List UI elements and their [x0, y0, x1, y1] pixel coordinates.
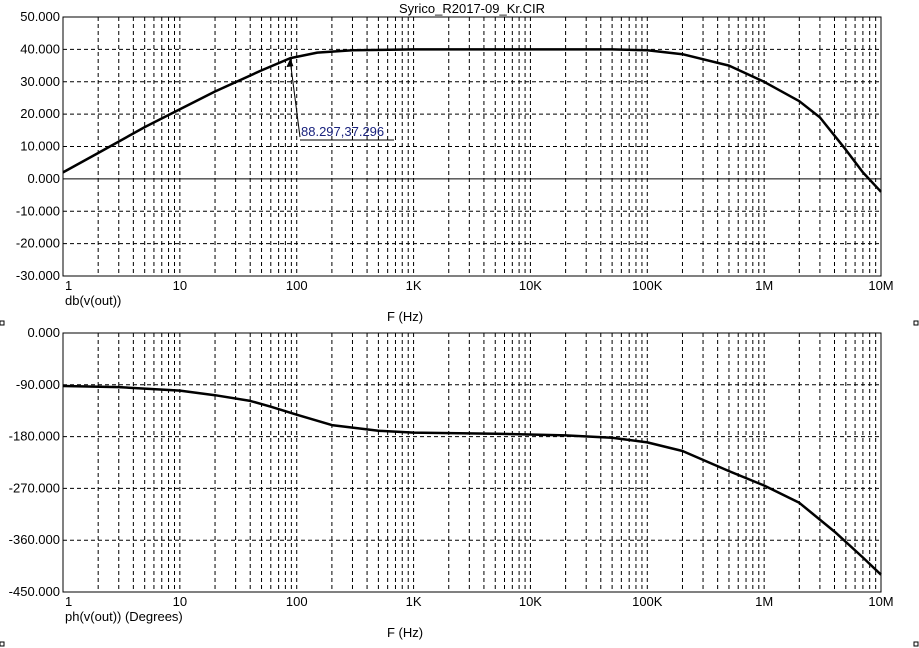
resize-handle [913, 320, 919, 326]
annotation-label: 88.297,37.296 [301, 124, 384, 139]
y-tick-label: -30.000 [16, 268, 60, 283]
x-tick-label: 100K [632, 594, 663, 609]
y-tick-label: 10.000 [20, 139, 60, 154]
resize-handle [0, 641, 5, 647]
y-tick-label: 20.000 [20, 106, 60, 121]
x-tick-label: 10 [173, 594, 187, 609]
x-tick-label: 10M [868, 594, 893, 609]
y-tick-label: -180.000 [9, 429, 60, 444]
y-axis-label: ph(v(out)) (Degrees) [65, 609, 183, 624]
y-tick-label: -270.000 [9, 480, 60, 495]
phase-panel: 0.000 -90.000 -180.000 -270.000 -360.000 -450… [9, 325, 894, 640]
y-tick-label: 0.000 [27, 171, 60, 186]
window-resize-handles [0, 320, 919, 647]
y-tick-label: 50.000 [20, 9, 60, 24]
y-tick-label: 40.000 [20, 41, 60, 56]
x-tick-label: 100 [286, 278, 308, 293]
y-tick-label: -20.000 [16, 236, 60, 251]
chart-title: Syrico_R2017-09_Kr.CIR [399, 1, 545, 16]
y-tick-label: -360.000 [9, 532, 60, 547]
plot-frame [62, 16, 882, 277]
x-tick-label: 1K [406, 278, 422, 293]
x-tick-label: 10M [868, 278, 893, 293]
x-tick-label: 1M [755, 594, 773, 609]
y-tick-label: 30.000 [20, 74, 60, 89]
x-tick-label: 1 [65, 278, 72, 293]
resize-handle [913, 641, 919, 647]
y-tick-label: 0.000 [27, 325, 60, 340]
x-tick-label: 10 [173, 278, 187, 293]
x-tick-label: 1 [65, 594, 72, 609]
magnitude-panel: 50.000 40.000 30.000 20.000 10.000 0.000 -10.0… [16, 9, 894, 324]
series-line [62, 48, 882, 193]
x-tick-label: 100K [632, 278, 663, 293]
x-tick-label: 100 [286, 594, 308, 609]
y-tick-label: -10.000 [16, 203, 60, 218]
y-tick-label: -450.000 [9, 584, 60, 599]
y-tick-label: -90.000 [16, 377, 60, 392]
annotation-arrowhead [286, 58, 294, 68]
x-tick-label: 10K [519, 278, 542, 293]
annotation-leader [289, 62, 301, 138]
x-axis-label: F (Hz) [387, 625, 423, 640]
plot-frame [62, 332, 882, 593]
x-tick-label: 1M [755, 278, 773, 293]
x-axis-label: F (Hz) [387, 309, 423, 324]
x-tick-label: 10K [519, 594, 542, 609]
series-line [62, 384, 882, 576]
resize-handle [0, 320, 5, 326]
x-tick-label: 1K [406, 594, 422, 609]
y-axis-label: db(v(out)) [65, 293, 121, 308]
